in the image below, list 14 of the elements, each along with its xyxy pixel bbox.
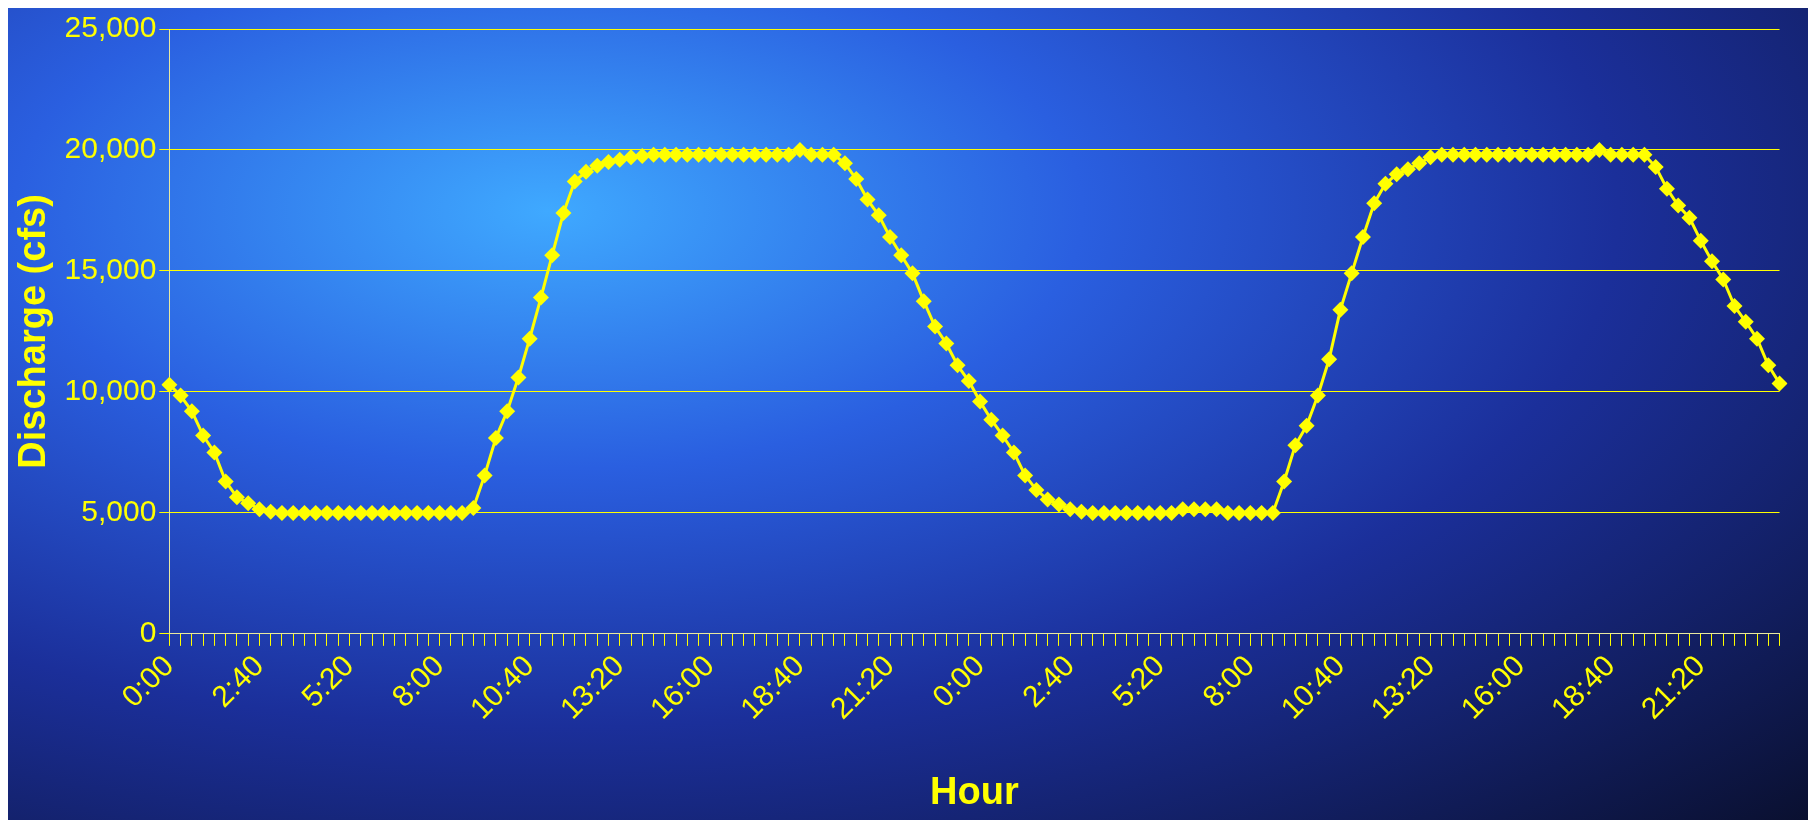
y-tick-label: 5,000: [81, 494, 157, 528]
x-tick-label: 8:00: [1195, 648, 1261, 713]
x-tick-label: 8:00: [385, 648, 450, 713]
x-tick-label: 0:00: [114, 648, 180, 713]
y-axis-title: Discharge (cfs): [11, 194, 54, 469]
x-tick-label: 0:00: [925, 648, 991, 713]
x-tick-label: 5:20: [1105, 648, 1171, 713]
x-axis-title: Hour: [930, 769, 1019, 812]
y-tick-label: 20,000: [64, 131, 157, 165]
y-tick-label: 25,000: [64, 10, 157, 44]
y-tick-label: 15,000: [64, 252, 157, 286]
y-tick-label: 0: [139, 615, 157, 649]
x-tick-label: 5:20: [294, 648, 360, 713]
y-tick-label: 10,000: [64, 373, 157, 407]
